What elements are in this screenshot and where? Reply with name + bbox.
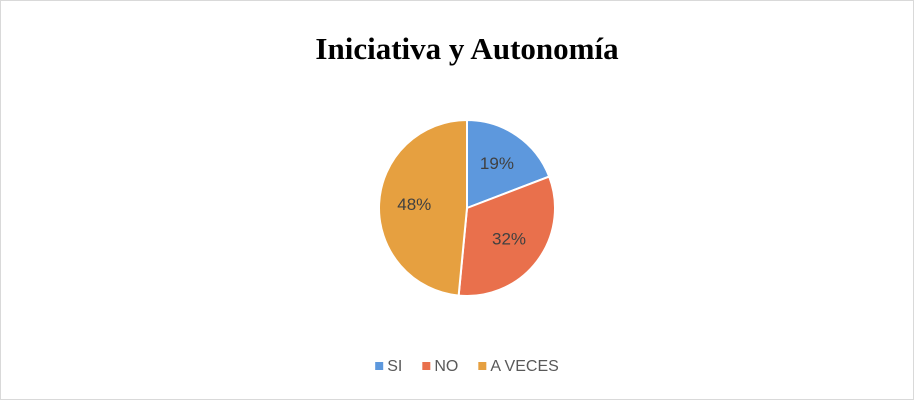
data-label: 48% <box>397 195 431 214</box>
data-label: 32% <box>492 229 526 248</box>
pie-slice <box>466 118 551 210</box>
pie-slice <box>457 175 556 297</box>
pie-slice <box>377 118 468 297</box>
legend-label: A VECES <box>490 358 558 375</box>
legend-swatch <box>422 362 431 370</box>
chart-title: Iniciativa y Autonomía <box>315 31 619 66</box>
data-label: 19% <box>480 154 514 173</box>
legend-swatch <box>478 362 487 370</box>
legend-swatch <box>375 362 384 370</box>
legend-label: NO <box>434 358 458 375</box>
legend-label: SI <box>387 358 402 375</box>
